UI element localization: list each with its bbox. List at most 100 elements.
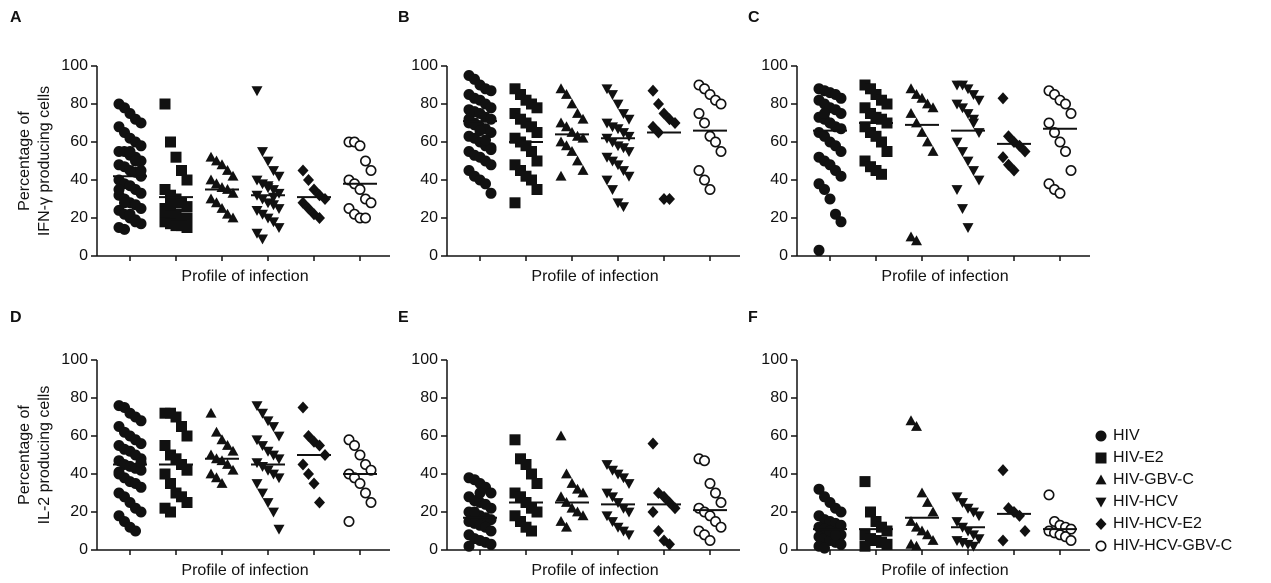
data-point — [1019, 524, 1031, 538]
data-point — [927, 506, 939, 517]
data-point — [485, 538, 497, 550]
y-tick-label: 0 — [429, 247, 438, 264]
data-point — [354, 477, 366, 489]
data-point — [262, 416, 274, 427]
data-point — [251, 401, 263, 412]
data-point — [509, 108, 521, 119]
legend-label: HIV — [1113, 427, 1140, 444]
legend-marker — [1095, 430, 1107, 442]
data-point — [135, 165, 147, 176]
data-point — [566, 478, 578, 488]
data-point — [509, 197, 521, 209]
data-point — [531, 506, 543, 518]
x-axis-label: Profile of infection — [531, 562, 658, 579]
legend-marker — [1095, 497, 1107, 508]
data-point — [463, 540, 475, 552]
data-point — [951, 99, 963, 110]
data-point — [135, 481, 147, 493]
data-point — [520, 140, 532, 152]
data-point — [704, 477, 716, 489]
data-point — [273, 454, 285, 465]
data-point — [973, 95, 985, 106]
data-point — [577, 113, 589, 124]
data-point — [515, 453, 526, 465]
data-point — [664, 538, 675, 551]
data-point — [881, 538, 893, 550]
data-point — [119, 223, 130, 235]
data-point — [474, 487, 486, 499]
y-tick-label: 20 — [770, 503, 788, 520]
data-point — [273, 188, 285, 199]
data-point — [905, 108, 917, 118]
data-point — [262, 446, 274, 457]
data-point — [997, 464, 1009, 477]
data-point — [257, 408, 268, 419]
data-point — [618, 166, 629, 176]
data-point — [251, 458, 263, 469]
data-point — [819, 542, 830, 554]
data-point — [555, 491, 567, 502]
data-point — [951, 492, 963, 503]
data-point — [268, 469, 279, 480]
data-point — [561, 521, 572, 532]
data-point — [618, 109, 629, 119]
data-point — [273, 524, 285, 535]
data-point — [222, 440, 233, 450]
data-point — [835, 108, 847, 119]
data-point — [922, 136, 933, 147]
data-point — [555, 430, 567, 441]
data-point — [561, 140, 572, 151]
data-point — [211, 426, 222, 437]
data-point — [962, 526, 974, 537]
data-point — [618, 526, 629, 537]
data-point — [709, 136, 721, 148]
data-point — [257, 234, 268, 245]
data-point — [835, 519, 847, 531]
y-tick-label: 20 — [70, 209, 88, 226]
data-point — [618, 128, 629, 138]
data-point — [268, 507, 279, 518]
data-point — [159, 184, 171, 195]
data-point — [601, 488, 613, 499]
data-point — [308, 477, 320, 490]
data-point — [973, 534, 985, 545]
data-point — [520, 459, 532, 470]
data-point — [526, 174, 537, 186]
data-point — [526, 146, 537, 157]
data-point — [485, 144, 497, 156]
data-point — [273, 171, 285, 182]
data-point — [227, 464, 239, 475]
y-tick-label: 60 — [70, 427, 88, 444]
data-point — [1065, 108, 1077, 120]
data-point — [205, 449, 217, 460]
panel-label: A — [10, 9, 22, 26]
data-point — [257, 194, 268, 205]
data-point — [1065, 165, 1077, 177]
data-point — [905, 83, 917, 94]
data-point — [824, 193, 836, 205]
data-point — [601, 460, 613, 470]
data-point — [572, 155, 583, 166]
data-point — [824, 117, 836, 129]
data-point — [251, 175, 263, 186]
panel-label: D — [10, 309, 22, 326]
data-point — [515, 516, 526, 527]
data-point — [297, 164, 309, 177]
data-point — [216, 455, 228, 466]
data-point — [251, 228, 263, 239]
legend-label: HIV-HCV — [1113, 493, 1178, 510]
data-point — [835, 506, 847, 518]
data-point — [623, 114, 635, 125]
data-point — [205, 407, 217, 418]
data-point — [216, 434, 228, 445]
data-point — [1065, 534, 1077, 546]
data-point — [968, 507, 979, 518]
data-point — [881, 146, 893, 157]
data-point — [572, 483, 583, 494]
data-point — [968, 114, 979, 125]
data-point — [359, 155, 371, 167]
y-tick-label: 60 — [770, 427, 788, 444]
data-point — [262, 498, 274, 508]
y-axis-label: Percentage of — [16, 405, 33, 505]
data-point — [962, 84, 974, 95]
